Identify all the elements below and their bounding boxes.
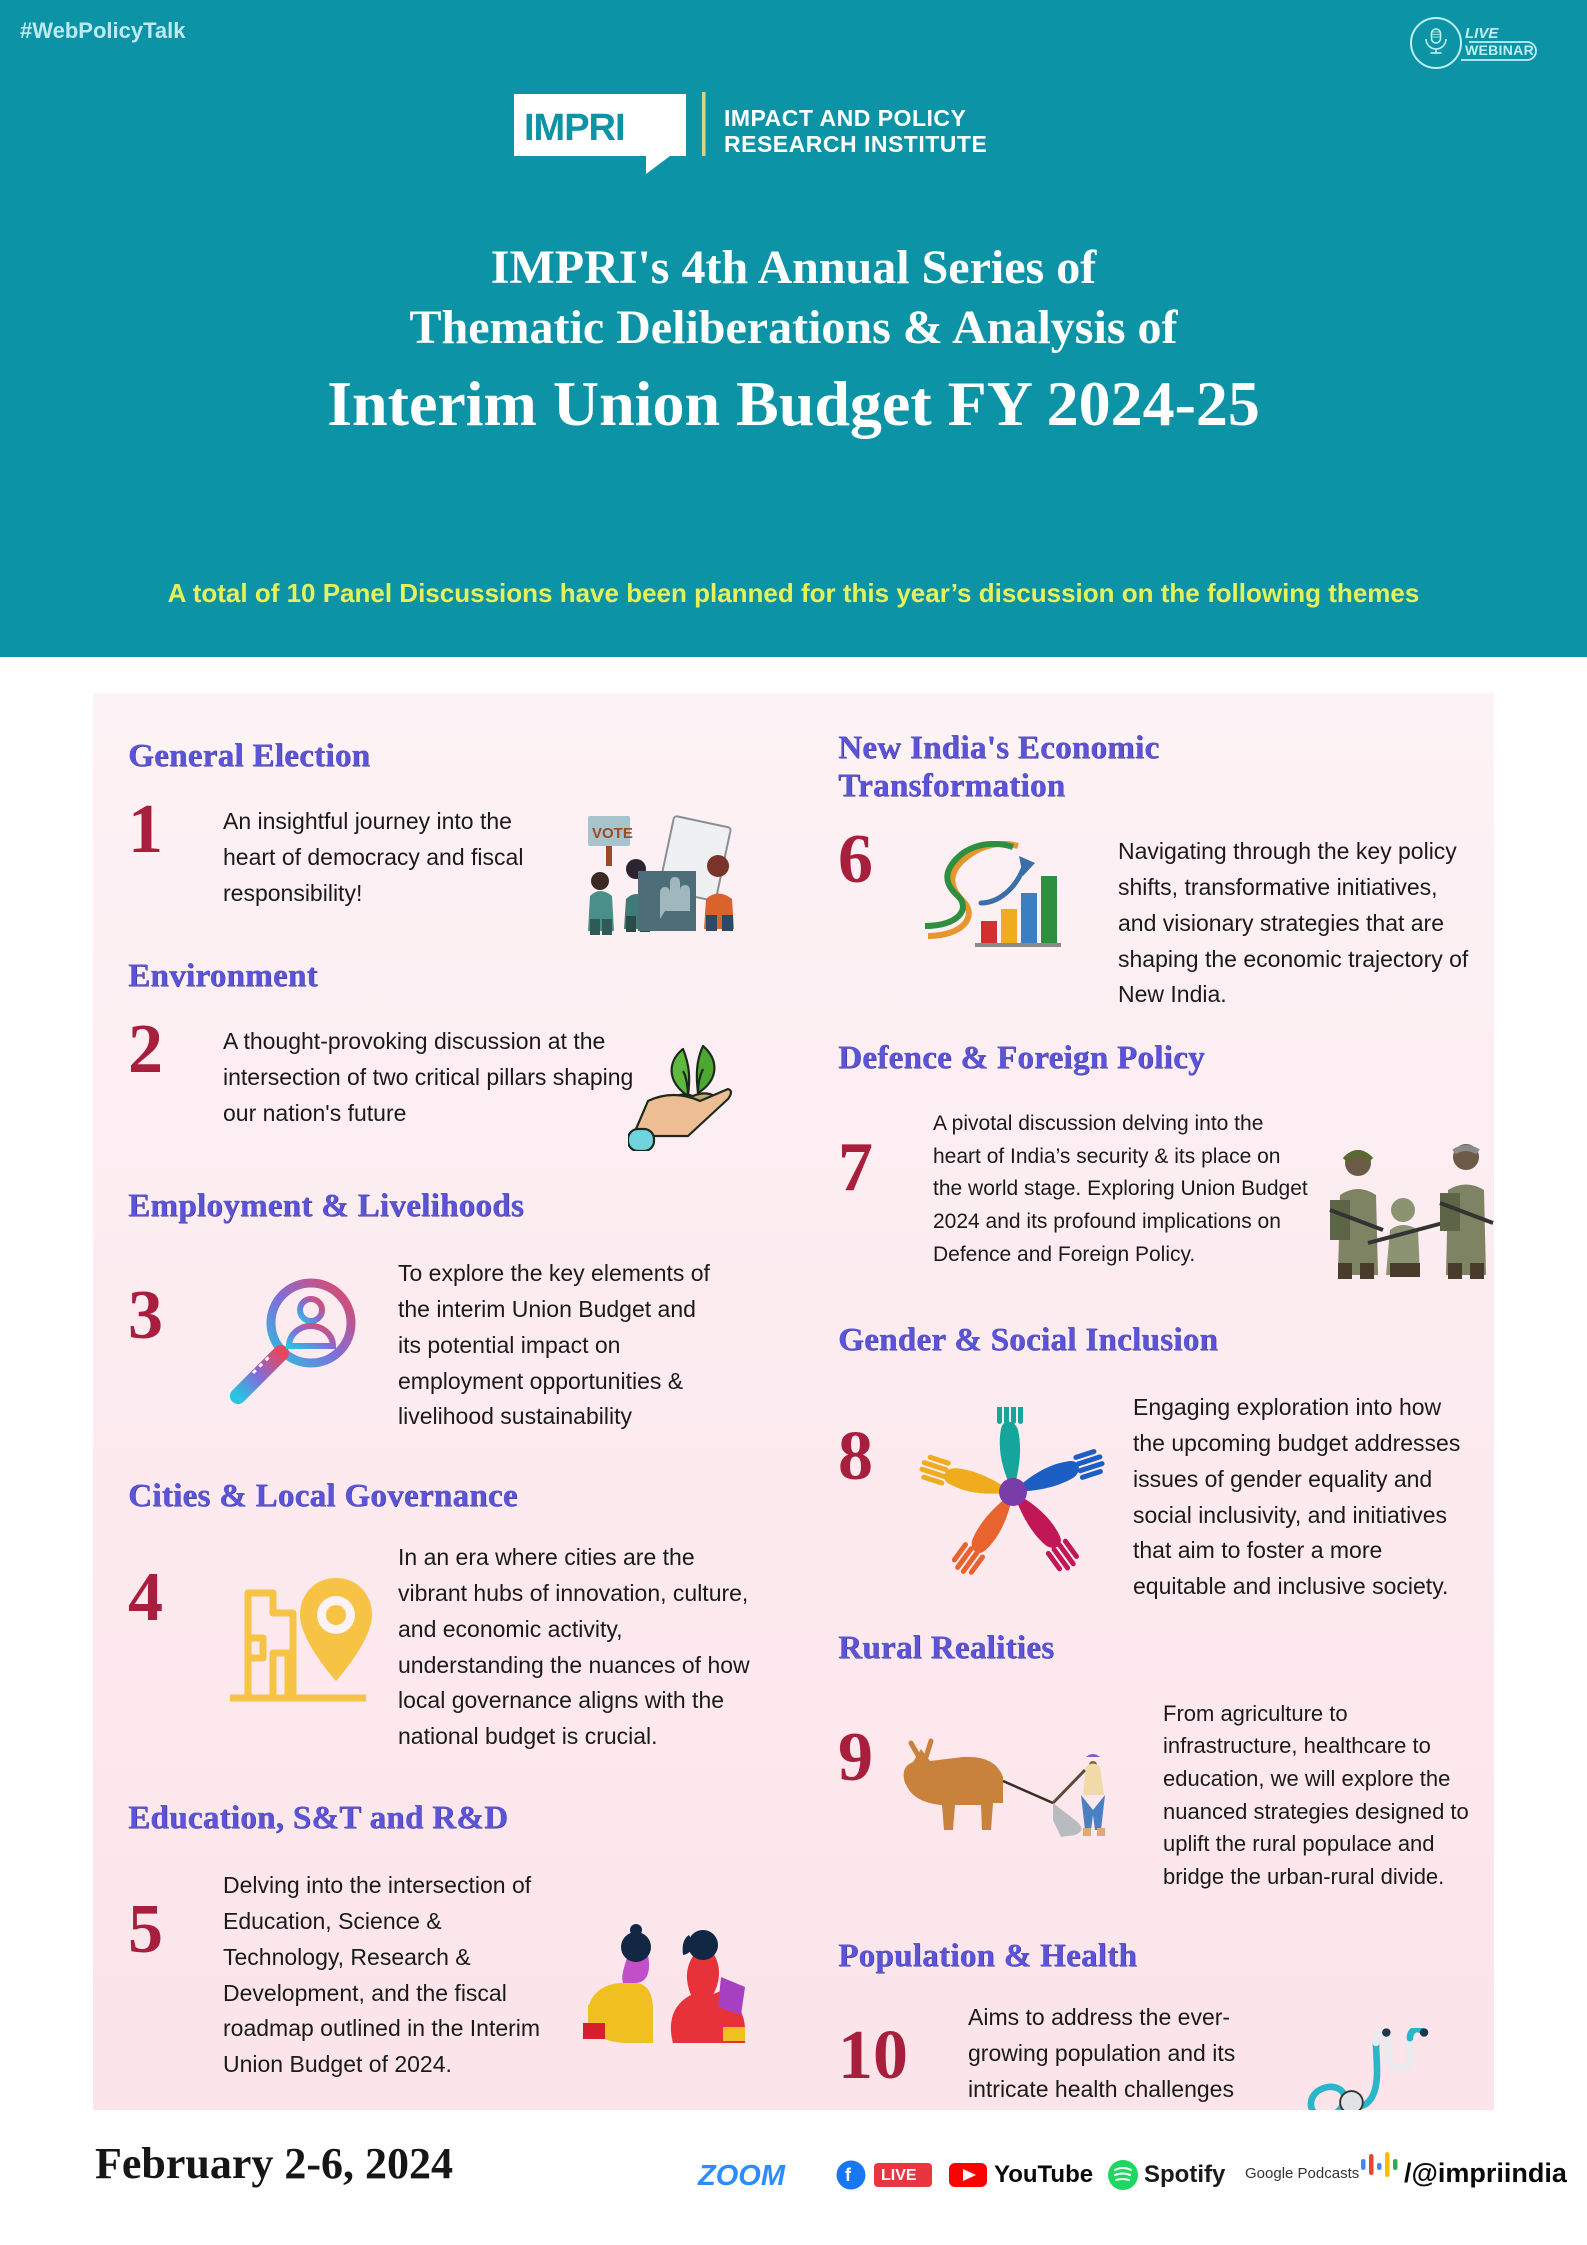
svg-text:f: f [845,2165,852,2185]
svg-text:ZOOM: ZOOM [697,2160,786,2192]
svg-text:LIVE: LIVE [881,2167,917,2184]
svg-text:IMPACT AND POLICY: IMPACT AND POLICY [724,105,966,131]
svg-text:LIVE: LIVE [1465,25,1499,42]
svg-text:Spotify: Spotify [1144,2161,1226,2188]
svg-text:VOTE: VOTE [592,825,633,842]
svg-text:IMPRI: IMPRI [524,107,625,149]
svg-text:YouTube: YouTube [994,2161,1093,2188]
svg-text:/@impriindia: /@impriindia [1404,2158,1568,2188]
svg-text:RESEARCH INSTITUTE: RESEARCH INSTITUTE [724,131,987,157]
svg-text:Google Podcasts: Google Podcasts [1245,2165,1359,2182]
svg-text:WEBINAR: WEBINAR [1465,42,1534,58]
